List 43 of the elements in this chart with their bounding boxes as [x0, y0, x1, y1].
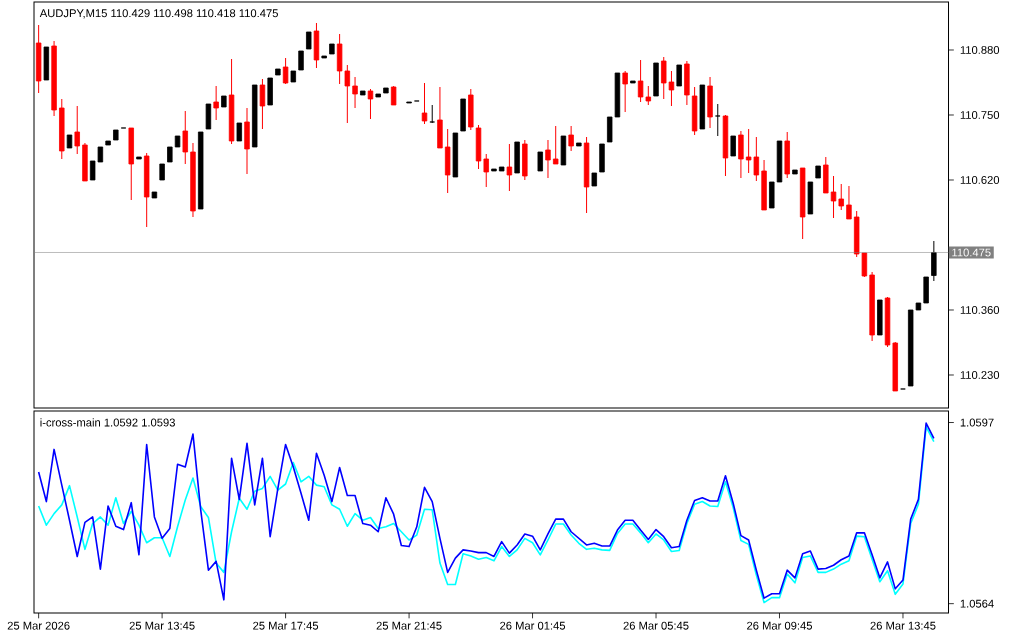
x-tick-label: 25 Mar 17:45	[253, 621, 319, 630]
candlestick	[352, 76, 358, 109]
y-tick-label: 110.880	[960, 46, 1000, 54]
x-tick-label: 26 Mar 09:45	[747, 621, 813, 630]
x-tick-label: 26 Mar 01:45	[500, 621, 566, 630]
x-tick-label: 25 Mar 2026	[7, 621, 70, 630]
x-tick-label: 26 Mar 13:45	[870, 621, 936, 630]
candlestick	[568, 125, 574, 152]
x-tick-label: 26 Mar 05:45	[623, 621, 689, 630]
candlestick	[537, 151, 543, 172]
candlestick	[676, 64, 682, 87]
candlestick	[282, 57, 289, 85]
candlestick	[390, 85, 397, 106]
candlestick	[182, 110, 188, 165]
x-tick-label: 25 Mar 21:45	[376, 621, 442, 630]
y-tick-label: 110.360	[960, 306, 1000, 314]
candlestick	[622, 70, 628, 113]
text: AUDJPY,M15 110.429 110.498 110.418 110.475	[39, 9, 278, 19]
candlestick	[552, 125, 559, 165]
candlestick	[213, 85, 219, 121]
candlestick	[830, 175, 837, 219]
y-tick-label: 110.230	[960, 371, 1000, 379]
y-tick-label: 1.0597	[960, 418, 994, 427]
candlestick	[931, 240, 937, 282]
candlestick	[715, 103, 721, 137]
text: i-cross-main 1.0592 1.0593	[40, 418, 175, 427]
candlestick	[367, 88, 374, 120]
candlestick	[846, 185, 852, 220]
y-tick-label: 110.620	[960, 176, 1000, 184]
candlestick	[259, 78, 266, 130]
candlestick	[545, 139, 551, 179]
ref-line-label: 110.475	[952, 248, 991, 257]
candlestick	[298, 50, 304, 71]
y-tick-label: 110.750	[960, 111, 1000, 119]
candlestick	[838, 183, 844, 211]
candlestick	[738, 130, 744, 179]
candlestick	[483, 153, 489, 188]
candlestick	[730, 135, 736, 157]
x-tick-label: 25 Mar 13:45	[129, 621, 195, 630]
y-tick-label: 1.0564	[960, 599, 994, 608]
candlestick	[421, 82, 428, 125]
candlestick	[74, 105, 80, 155]
candlestick	[506, 143, 513, 192]
